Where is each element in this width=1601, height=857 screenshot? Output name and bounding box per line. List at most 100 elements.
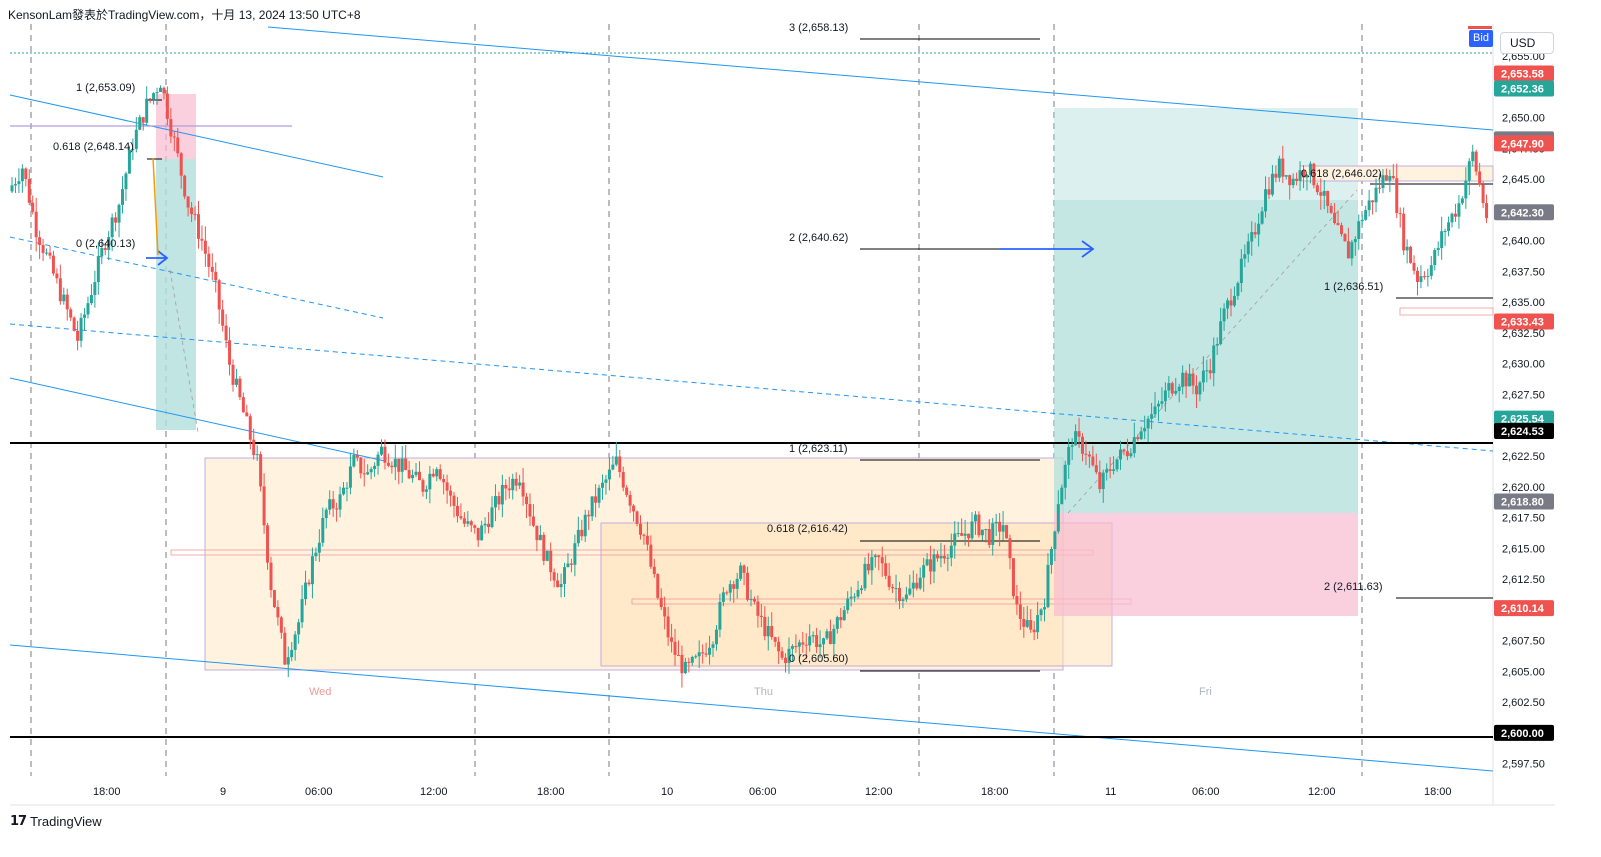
candle-body (1250, 232, 1254, 242)
candle-body (1284, 175, 1288, 177)
candle-body (1208, 370, 1212, 374)
candle-body (801, 642, 805, 645)
candle-body (228, 340, 232, 365)
price-tag-box (1494, 423, 1554, 440)
arrow-icon-left (146, 250, 169, 266)
candle-body (797, 642, 801, 647)
candle-body (1150, 414, 1154, 419)
candle-body (704, 653, 708, 655)
candle-body (335, 508, 339, 510)
candle-body (1381, 175, 1385, 188)
candle-body (1056, 504, 1060, 532)
candle-body (165, 93, 169, 120)
candle-body (1360, 219, 1364, 222)
candle-body (55, 273, 59, 279)
price-tags: 2,653.582,652.362,648.232,647.902,642.30… (1494, 65, 1554, 741)
candle-body (925, 559, 929, 566)
candle-body (1374, 187, 1378, 203)
candle-body (980, 529, 984, 536)
candle-body (162, 87, 166, 94)
candle-body (400, 458, 404, 472)
candle-body (594, 496, 598, 503)
time-axis[interactable]: 18:00 9 06:00 12:00 18:00 10 06:00 12:00… (93, 786, 1452, 798)
candle-body (897, 588, 901, 602)
candle-body (231, 364, 235, 385)
candle-body (1426, 275, 1430, 277)
price-tag-label: 2,653.58 (1501, 68, 1544, 80)
candle-body (269, 562, 273, 591)
price-tick: 2,602.50 (1502, 697, 1545, 709)
fib-label-right-2: 2 (2,611.63) (1324, 581, 1383, 593)
candle-body (328, 499, 332, 510)
candle-body (131, 148, 135, 150)
candle-body (355, 454, 359, 458)
candle-body (1329, 206, 1333, 213)
candle-body (359, 457, 363, 474)
candle-body (51, 255, 55, 274)
candle-body (380, 446, 383, 455)
candle-body (317, 542, 321, 553)
candle-body (421, 480, 425, 492)
candle-body (1291, 178, 1295, 186)
candle-body (469, 521, 473, 526)
candle-body (614, 456, 618, 465)
candle-body (345, 487, 349, 489)
candle-body (777, 641, 781, 652)
candle-body (331, 499, 335, 509)
candle-body (1281, 158, 1285, 177)
price-tag-box (1494, 135, 1554, 152)
candle-body (759, 615, 763, 617)
day-label-thu: Thu (754, 686, 773, 698)
candle-body (1087, 454, 1091, 457)
candle-body (1453, 213, 1457, 217)
currency-button[interactable]: USD (1500, 32, 1554, 54)
chart-header: KensonLam發表於TradingView.com，十月 13, 2024 … (8, 8, 361, 22)
candle-body (507, 488, 511, 491)
candle-body (1257, 223, 1261, 235)
candle-body (973, 514, 977, 522)
candle-body (839, 617, 843, 621)
bid-badge[interactable]: Bid (1469, 30, 1493, 47)
footer-brand[interactable]: 𝟭𝟳 TradingView (10, 813, 102, 829)
candle-body (666, 616, 670, 638)
candle-body (255, 454, 259, 456)
candle-body (804, 644, 808, 646)
arrow-icon (1000, 240, 1095, 258)
candle-body (663, 607, 667, 617)
trend-channel[interactable] (9, 26, 1494, 772)
candle-body (690, 656, 694, 663)
candle-body (673, 641, 677, 655)
candle-body (583, 514, 587, 537)
candle-body (1139, 431, 1143, 440)
price-tag-box (1494, 410, 1554, 427)
candle-body (818, 644, 822, 648)
candle-body (911, 582, 915, 589)
candle-body (1340, 225, 1344, 235)
candle-body (362, 473, 366, 475)
candle-body (1163, 390, 1167, 402)
candle-body (373, 465, 377, 470)
candle-body (880, 557, 884, 564)
candle-body (487, 523, 491, 528)
candle-body (918, 577, 922, 589)
candle-body (621, 471, 625, 488)
candle-body (1098, 472, 1102, 490)
candle-body (41, 245, 45, 253)
candle-body (480, 525, 484, 541)
price-tag-box (1494, 204, 1554, 221)
fib-label-0618: 0.618 (2,616.42) (767, 523, 848, 535)
candle-body (559, 583, 563, 588)
candle-body (956, 533, 960, 535)
long-position-profit (1054, 200, 1358, 513)
candlestick-series[interactable] (10, 85, 1489, 688)
candle-body (214, 271, 218, 281)
price-tick: 2,617.50 (1502, 513, 1545, 525)
candle-body (65, 294, 69, 310)
candle-body (424, 489, 428, 492)
candle-body (1077, 431, 1081, 437)
short-position-profit (156, 159, 196, 430)
candle-body (241, 397, 245, 413)
candle-body (638, 523, 642, 535)
price-tick: 2,632.50 (1502, 328, 1545, 340)
